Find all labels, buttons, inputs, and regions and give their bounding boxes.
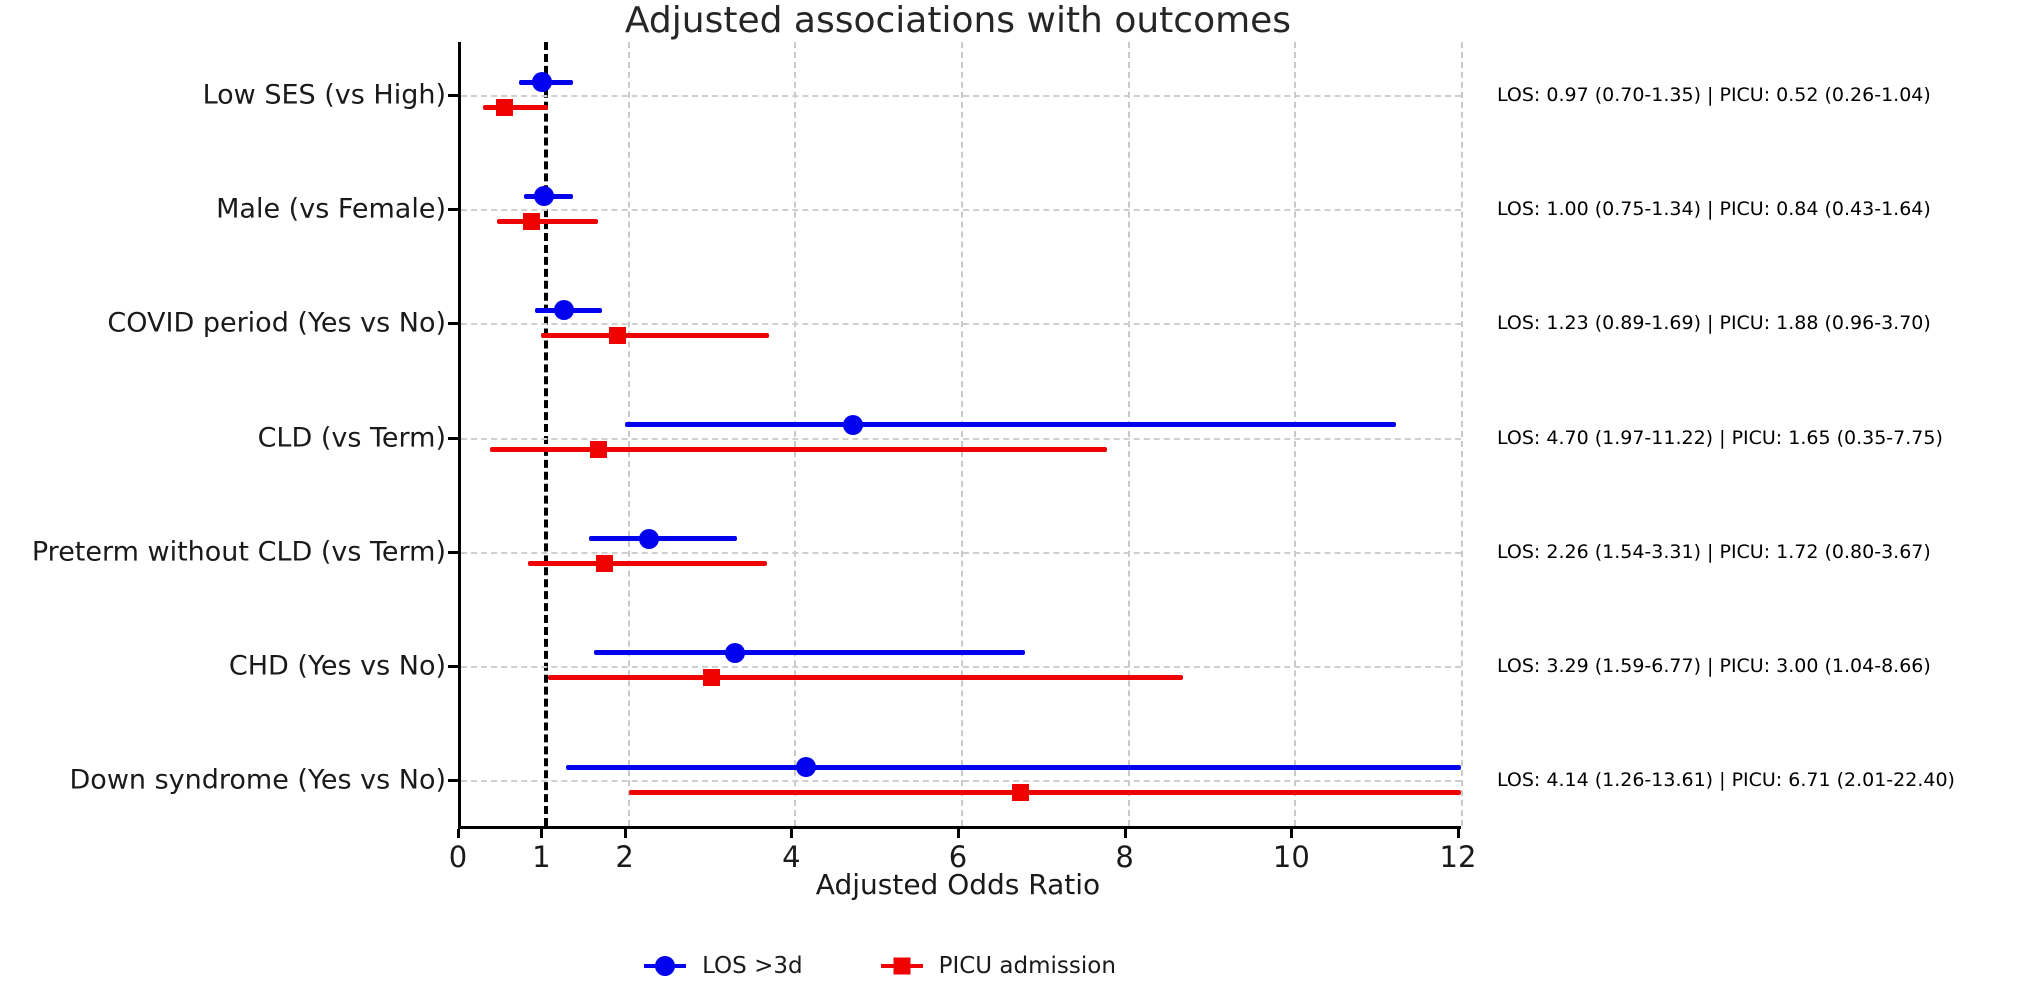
x-tick-label-12: 12 — [1439, 840, 1477, 874]
x-tick-label-0: 0 — [448, 840, 468, 874]
x-tick-8 — [1123, 829, 1127, 838]
row-annotation: LOS: 0.97 (0.70-1.35) | PICU: 0.52 (0.26… — [1497, 84, 1931, 106]
row-gridline — [461, 665, 1461, 668]
ci-bar-picu — [482, 104, 548, 110]
y-tick-label: CHD (Yes vs No) — [228, 650, 446, 682]
gridline-x-10 — [1294, 42, 1297, 826]
row-annotation: LOS: 1.23 (0.89-1.69) | PICU: 1.88 (0.96… — [1497, 312, 1931, 335]
row-gridline — [461, 780, 1461, 783]
y-tick-label: Male (vs Female) — [216, 193, 446, 225]
y-tick — [448, 322, 458, 326]
plot-area — [458, 42, 1463, 829]
picu-marker — [595, 555, 613, 573]
x-tick-12 — [1457, 829, 1460, 838]
x-tick-6 — [957, 829, 960, 838]
ci-bar-picu — [547, 675, 1183, 681]
x-tick-4 — [790, 829, 794, 838]
picu-marker — [495, 98, 513, 116]
row-annotation: LOS: 4.70 (1.97-11.22) | PICU: 1.65 (0.3… — [1497, 426, 1943, 449]
los-legend-marker-icon — [644, 954, 687, 978]
row-gridline — [461, 323, 1461, 326]
legend-label-picu: PICU admission — [938, 953, 1116, 979]
los-marker — [534, 186, 555, 207]
gridline-x-6 — [961, 42, 963, 826]
ci-bar-los — [589, 536, 737, 542]
row-annotation: LOS: 2.26 (1.54-3.31) | PICU: 1.72 (0.80… — [1497, 540, 1931, 563]
picu-square-icon — [893, 957, 911, 975]
los-marker — [639, 528, 660, 549]
y-tick-label: Low SES (vs High) — [202, 79, 446, 111]
reference-line-or1 — [544, 42, 549, 826]
legend-item-picu: PICU admission — [880, 953, 1116, 979]
picu-marker — [590, 441, 607, 458]
x-tick-label-4: 4 — [782, 840, 801, 874]
x-tick-0 — [457, 829, 460, 838]
picu-marker — [522, 212, 540, 230]
los-marker — [553, 300, 574, 321]
ci-bar-los — [566, 764, 1461, 770]
x-tick-label-10: 10 — [1272, 840, 1310, 874]
legend: LOS >3d PICU admission — [380, 946, 1380, 986]
row-gridline — [461, 437, 1461, 440]
los-marker — [725, 642, 746, 663]
ci-bar-picu — [527, 561, 767, 567]
y-tick-label: Down syndrome (Yes vs No) — [69, 764, 446, 796]
row-annotation: LOS: 3.29 (1.59-6.77) | PICU: 3.00 (1.04… — [1497, 654, 1931, 677]
y-tick — [448, 550, 458, 554]
los-circle-icon — [655, 956, 676, 976]
picu-marker — [702, 669, 720, 687]
y-tick — [448, 208, 458, 212]
chart-title: Adjusted associations with outcomes — [624, 0, 1292, 41]
y-tick — [448, 436, 458, 440]
y-tick-label: COVID period (Yes vs No) — [107, 307, 446, 339]
x-tick-10 — [1290, 829, 1294, 838]
picu-marker — [1011, 783, 1029, 801]
picu-marker — [609, 326, 627, 344]
y-tick — [448, 779, 458, 783]
ci-bar-picu — [490, 447, 1107, 452]
y-tick-label: Preterm without CLD (vs Term) — [31, 536, 446, 568]
los-marker — [531, 72, 552, 92]
x-axis-label: Adjusted Odds Ratio — [815, 868, 1101, 901]
row-gridline — [461, 209, 1461, 212]
x-tick-label-6: 6 — [948, 840, 968, 874]
gridline-x-8 — [1127, 42, 1130, 826]
x-tick-label-1: 1 — [532, 840, 551, 874]
ci-bar-los — [593, 650, 1026, 656]
y-tick — [448, 94, 458, 97]
gridline-x-4 — [794, 42, 797, 826]
row-annotation: LOS: 4.14 (1.26-13.61) | PICU: 6.71 (2.0… — [1497, 769, 1955, 792]
legend-label-los: LOS >3d — [702, 953, 803, 979]
x-tick-1 — [540, 829, 544, 838]
x-tick-label-2: 2 — [615, 840, 634, 874]
picu-legend-marker-icon — [880, 954, 923, 978]
los-marker — [842, 414, 863, 435]
ci-bar-picu — [628, 789, 1461, 795]
los-marker — [796, 757, 816, 778]
x-tick-label-8: 8 — [1115, 840, 1134, 874]
y-tick — [448, 664, 458, 668]
row-annotation: LOS: 1.00 (0.75-1.34) | PICU: 0.84 (0.43… — [1497, 198, 1931, 221]
y-tick-label: CLD (vs Term) — [257, 422, 446, 453]
row-gridline — [461, 551, 1461, 554]
ci-bar-picu — [541, 332, 770, 338]
ci-bar-picu — [496, 218, 598, 224]
gridline-x-2 — [627, 42, 630, 826]
row-gridline — [461, 95, 1461, 97]
legend-item-los: LOS >3d — [644, 953, 803, 979]
ci-bar-los — [625, 422, 1396, 427]
gridline-x-12 — [1461, 42, 1463, 826]
x-tick-2 — [623, 829, 627, 838]
